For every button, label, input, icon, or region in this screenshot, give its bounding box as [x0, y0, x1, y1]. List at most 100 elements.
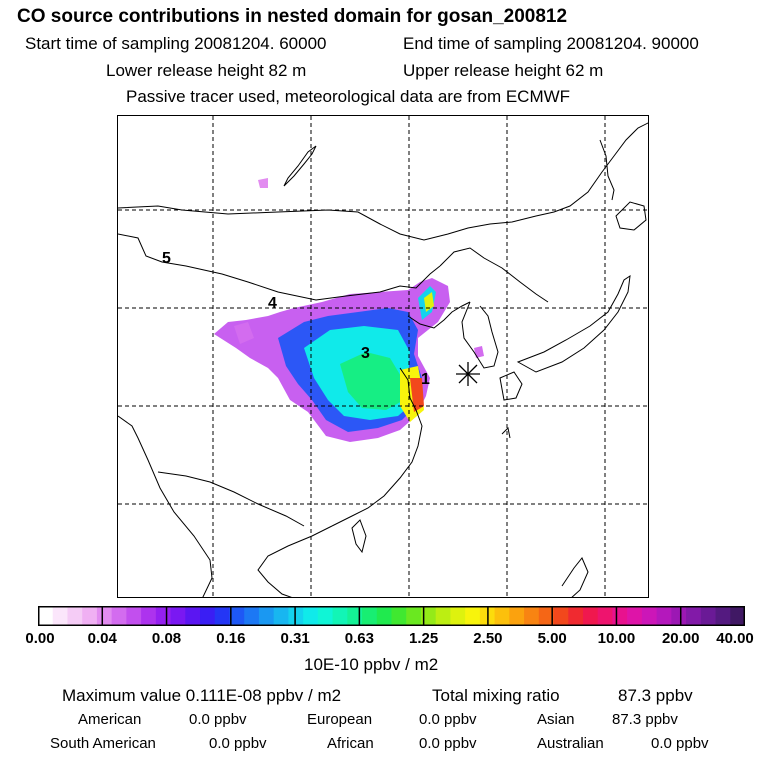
- taiwan: [351, 519, 367, 554]
- colorbar-swatch: [671, 606, 687, 626]
- tracer-note: Passive tracer used, meteorological data…: [126, 87, 571, 106]
- colorbar-swatch: [420, 606, 437, 626]
- colorbar-swatch: [185, 606, 201, 626]
- chart-title: CO source contributions in nested domain…: [17, 6, 568, 27]
- colorbar-tick-label: 20.00: [661, 630, 700, 647]
- region-australian-value: 0.0 ppbv: [651, 735, 709, 752]
- colorbar-swatch: [96, 606, 113, 626]
- plume-green: [340, 352, 404, 410]
- colorbar-swatch: [317, 606, 334, 626]
- colorbar-tick-label: 0.08: [151, 630, 182, 647]
- myanmar-border: [118, 415, 213, 597]
- colorbar-units: 10E-10 ppbv / m2: [304, 655, 439, 674]
- colorbar-swatch: [200, 606, 216, 626]
- region-asian-value: 87.3 ppbv: [612, 711, 678, 728]
- colorbar-tick-label: 2.50: [473, 630, 503, 647]
- colorbar-swatch: [700, 606, 717, 626]
- sakhalin: [599, 139, 615, 201]
- region-label-5: 5: [162, 250, 171, 267]
- yellow-sea-island: [501, 426, 511, 439]
- colorbar-swatch: [38, 606, 54, 626]
- colorbar-swatch: [597, 606, 613, 626]
- russia-border: [118, 122, 648, 241]
- southeast-asia-coast: [257, 525, 333, 597]
- colorbar-swatch: [730, 606, 745, 626]
- total-mixing-ratio-label: Total mixing ratio: [432, 686, 560, 705]
- plume-north-arm-core: [424, 292, 434, 312]
- colorbar-swatch: [258, 606, 275, 626]
- map-panel: 1 3 4 5: [117, 115, 649, 598]
- receptor-star-icon: [456, 362, 480, 386]
- region-african-value: 0.0 ppbv: [419, 735, 477, 752]
- china-coast-bohai: [407, 301, 471, 329]
- region-american-name: American: [78, 711, 142, 728]
- colorbar-swatch: [612, 606, 628, 626]
- japan-honshu: [516, 274, 631, 373]
- upper-release-height: Upper release height 62 m: [403, 61, 604, 80]
- colorbar-swatch: [641, 606, 658, 626]
- colorbar-swatch: [450, 606, 466, 626]
- colorbar-tick-label: 0.04: [87, 630, 117, 647]
- colorbar-swatch: [582, 606, 599, 626]
- lat-lon-grid: [118, 116, 648, 597]
- colorbar-swatch: [715, 606, 731, 626]
- colorbar-swatch: [82, 606, 98, 626]
- map-canvas: 1 3 4 5: [118, 116, 648, 597]
- colorbar-tick-label: 1.25: [409, 630, 439, 647]
- colorbar-swatch: [406, 606, 422, 626]
- region-label-4: 4: [268, 295, 277, 312]
- colorbar-tick-label: 0.00: [25, 630, 55, 647]
- region-american-value: 0.0 ppbv: [189, 711, 247, 728]
- colorbar-swatch: [391, 606, 407, 626]
- colorbar-swatch: [362, 606, 378, 626]
- colorbar-tick-label: 40.00: [716, 630, 754, 647]
- colorbar-swatch: [568, 606, 584, 626]
- philippines: [561, 557, 589, 597]
- end-time: End time of sampling 20081204. 90000: [403, 34, 699, 53]
- colorbar-swatch: [214, 606, 230, 626]
- plume-hotspot-red: [410, 378, 424, 412]
- colorbar-tick-label: 10.00: [597, 630, 636, 647]
- region-south-american-name: South American: [50, 735, 156, 752]
- colorbar-swatch: [524, 606, 540, 626]
- colorbar-swatch: [332, 606, 348, 626]
- china-east-coast: [331, 367, 423, 527]
- plume-korea-spot: [474, 346, 484, 358]
- colorbar-swatch: [376, 606, 392, 626]
- coastlines: [118, 122, 648, 597]
- colorbar-swatch: [656, 606, 672, 626]
- maximum-value: Maximum value 0.111E-08 ppbv / m2: [62, 686, 342, 705]
- colorbar: [38, 606, 745, 626]
- colorbar-tick-label: 0.31: [280, 630, 310, 647]
- region-australian-name: Australian: [537, 735, 604, 752]
- korea-peninsula: [461, 301, 499, 369]
- japan-hokkaido: [615, 201, 647, 231]
- colorbar-swatch: [111, 606, 127, 626]
- colorbar-swatch: [155, 606, 172, 626]
- region-south-american-value: 0.0 ppbv: [209, 735, 267, 752]
- colorbar-swatch: [52, 606, 68, 626]
- colorbar-swatch: [170, 606, 186, 626]
- mongolia-border: [118, 233, 441, 301]
- region-european-name: European: [307, 711, 373, 728]
- colorbar-swatch: [288, 606, 304, 626]
- region-label-3: 3: [361, 345, 370, 362]
- china-south-border: [157, 471, 305, 527]
- colorbar-swatch: [553, 606, 569, 626]
- colorbar-tick-label: 0.63: [344, 630, 374, 647]
- region-european-value: 0.0 ppbv: [419, 711, 477, 728]
- colorbar-swatch: [244, 606, 260, 626]
- colorbar-swatch: [465, 606, 481, 626]
- manchuria-border: [439, 247, 549, 303]
- start-time: Start time of sampling 20081204. 60000: [25, 34, 327, 53]
- japan-kyushu: [499, 371, 523, 401]
- colorbar-swatch: [627, 606, 643, 626]
- colorbar-swatch: [538, 606, 555, 626]
- colorbar-swatch: [303, 606, 319, 626]
- colorbar-swatch: [435, 606, 451, 626]
- colorbar-swatches: [38, 606, 745, 626]
- colorbar-swatch: [126, 606, 142, 626]
- plume-west-spot: [234, 322, 254, 344]
- region-african-name: African: [327, 735, 374, 752]
- colorbar-swatch: [229, 606, 245, 626]
